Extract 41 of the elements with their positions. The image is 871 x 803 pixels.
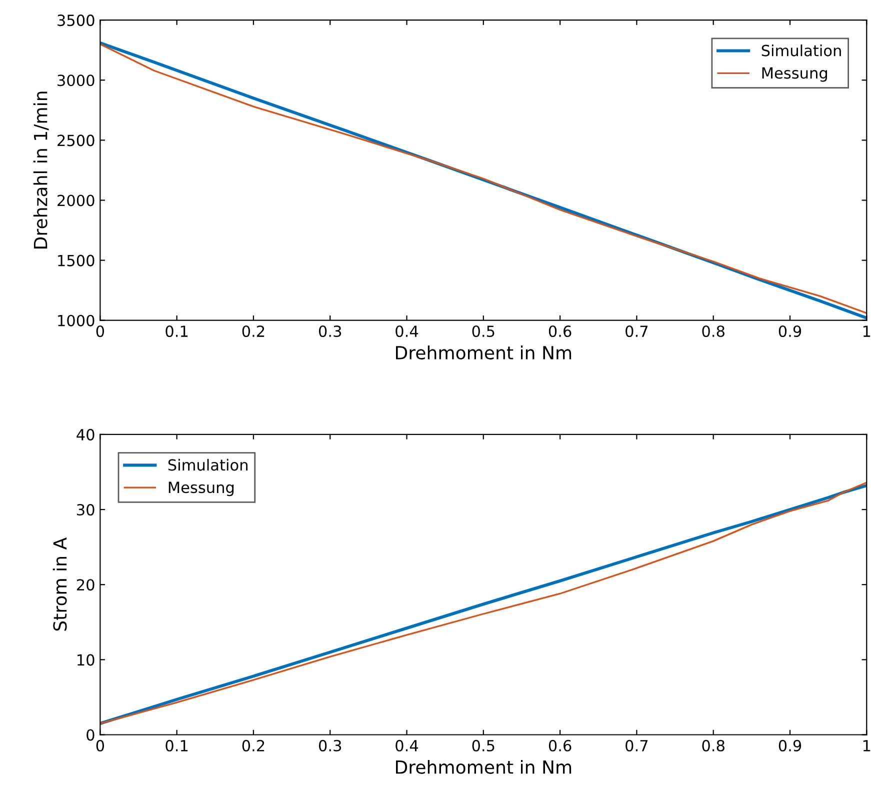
x-tick-label: 0.1 (166, 740, 188, 752)
x-tick-label: 1 (863, 326, 870, 337)
y-axis-title: Drehzahl in 1/min (33, 92, 49, 248)
y-tick-label: 1000 (58, 314, 94, 326)
x-tick-label: 0.6 (548, 325, 572, 338)
x-tick-label: 0.7 (626, 325, 648, 338)
x-axis-title: Drehmoment in Nm (396, 760, 572, 774)
x-tick-label: 0.1 (166, 325, 188, 338)
y-tick-label: 3500 (58, 14, 94, 26)
x-tick-label: 0.9 (778, 325, 802, 338)
x-tick-label: 0.3 (318, 740, 342, 752)
y-axis-title: Strom in A (52, 538, 67, 631)
y-tick-label: 2000 (58, 194, 94, 206)
x-tick-label: 0 (96, 740, 104, 752)
x-tick-label: 0.8 (702, 740, 724, 752)
x-tick-label: 0.2 (242, 325, 264, 338)
y-tick-label: 0 (86, 729, 94, 741)
y-tick-label: 10 (78, 654, 94, 666)
y-tick-label: 1500 (58, 254, 94, 266)
legend-label: Simulation (168, 458, 248, 471)
x-tick-label: 0.9 (778, 740, 802, 752)
y-tick-label: 40 (76, 428, 94, 440)
x-axis-title: Drehmoment in Nm (396, 346, 572, 360)
x-tick-label: 0.4 (396, 325, 418, 338)
x-tick-label: 0 (96, 325, 104, 338)
x-tick-label: 0.3 (318, 325, 342, 338)
legend-label: Messung (168, 482, 234, 496)
x-tick-label: 0.2 (242, 740, 264, 752)
x-tick-label: 0.7 (626, 740, 648, 752)
x-tick-label: 0.5 (472, 325, 494, 338)
x-tick-label: 0.5 (472, 740, 494, 752)
x-tick-label: 0.4 (396, 740, 418, 752)
x-tick-label: 0.8 (702, 325, 724, 338)
y-tick-label: 20 (76, 579, 94, 591)
y-tick-label: 30 (77, 504, 94, 516)
legend-label: Simulation (762, 44, 841, 56)
x-tick-label: 0.6 (548, 740, 572, 752)
y-tick-label: 3000 (58, 74, 94, 86)
y-tick-label: 2500 (58, 134, 94, 146)
x-tick-label: 1 (863, 740, 870, 752)
legend-label: Messung (762, 67, 827, 82)
